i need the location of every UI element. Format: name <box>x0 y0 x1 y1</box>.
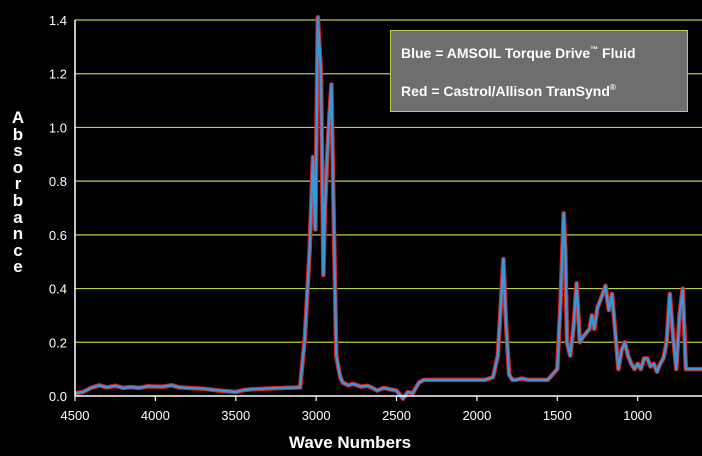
registered-symbol: ® <box>609 83 616 92</box>
y-axis-label-letter: b <box>12 124 24 144</box>
x-tick-label: 3500 <box>221 408 250 423</box>
legend: Blue = AMSOIL Torque Drive™ Fluid Red = … <box>390 30 688 112</box>
x-tick-label: 1000 <box>623 408 652 423</box>
y-tick-label: 0.2 <box>49 335 67 350</box>
legend-blue-suffix: Fluid <box>598 45 636 61</box>
legend-red-text: Red = Castrol/Allison TranSynd <box>401 83 610 99</box>
legend-blue-text: Blue = AMSOIL Torque Drive <box>401 45 591 61</box>
y-axis-label-letter: a <box>13 207 23 227</box>
y-axis-label-letter: c <box>13 240 23 260</box>
legend-red-entry: Red = Castrol/Allison TranSynd® <box>401 83 616 99</box>
y-axis-label-letter: n <box>12 224 24 244</box>
y-axis-label-letter: b <box>12 191 24 210</box>
y-tick-label: 0.8 <box>49 174 67 189</box>
y-tick-label: 1.2 <box>49 67 67 82</box>
y-axis-label-letter: o <box>12 157 24 177</box>
y-tick-label: 0.4 <box>49 282 67 297</box>
legend-blue-entry: Blue = AMSOIL Torque Drive™ Fluid <box>401 45 636 61</box>
x-tick-label: 1500 <box>543 408 572 423</box>
x-tick-label: 2500 <box>382 408 411 423</box>
y-axis-ticks: 0.0 0.2 0.4 0.6 0.8 1.0 1.2 1.4 <box>49 13 67 404</box>
x-axis-label: Wave Numbers <box>289 433 411 452</box>
y-tick-label: 1.0 <box>49 120 67 135</box>
x-tick-label: 4000 <box>141 408 170 423</box>
x-axis-ticks: 4500 4000 3500 3000 2500 2000 1500 1000 <box>61 396 652 423</box>
x-tick-label: 4500 <box>61 408 90 423</box>
y-tick-label: 0.6 <box>49 228 67 243</box>
y-axis-label-letter: s <box>13 141 23 161</box>
y-tick-label: 0.0 <box>49 389 67 404</box>
y-axis-label-letter: A <box>11 108 25 127</box>
y-axis-label-letter: e <box>13 257 23 277</box>
y-tick-label: 1.4 <box>49 13 67 28</box>
y-axis-label-letter: r <box>14 174 22 194</box>
blue-series-line <box>74 16 702 400</box>
trademark-symbol: ™ <box>590 45 599 54</box>
x-tick-label: 3000 <box>302 408 331 423</box>
x-tick-label: 2000 <box>462 408 491 423</box>
